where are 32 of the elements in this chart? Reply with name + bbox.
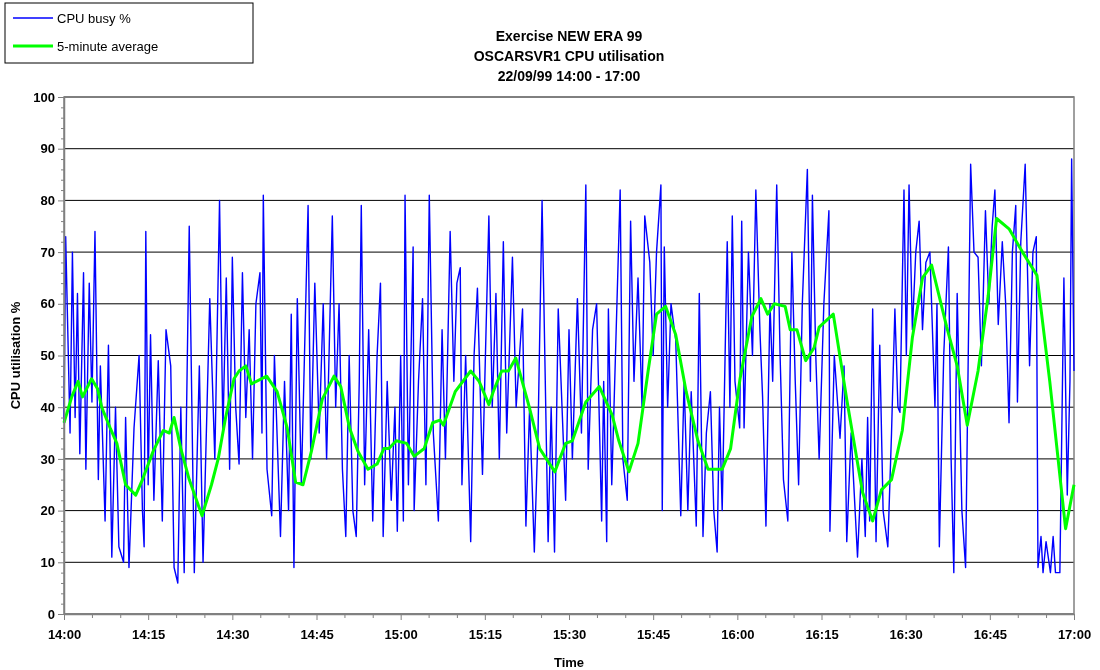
x-tick-label: 14:30 <box>216 626 250 642</box>
line-series <box>63 158 1075 584</box>
y-tick-label: 0 <box>47 606 55 622</box>
x-tick-label: 15:15 <box>468 626 502 642</box>
legend-label: CPU busy % <box>57 11 132 26</box>
x-tick-label: 14:00 <box>47 626 82 642</box>
y-tick-label: 100 <box>33 89 55 105</box>
x-tick-label: 15:30 <box>552 626 587 642</box>
y-tick-label: 40 <box>40 399 55 415</box>
legend-label: 5-minute average <box>57 39 159 54</box>
x-tick-label: 16:00 <box>721 626 755 642</box>
y-tick-label: 30 <box>40 451 55 467</box>
line-series <box>62 217 1076 531</box>
y-tick-label: 90 <box>40 141 55 157</box>
y-tick-label: 60 <box>40 296 55 312</box>
y-tick-label: 20 <box>40 503 55 519</box>
x-axis-title: Time <box>553 655 585 670</box>
x-tick-label: 15:45 <box>637 626 671 642</box>
x-tick-label: 14:15 <box>132 626 166 642</box>
y-axis-title: CPU utilisation % <box>8 301 23 410</box>
x-tick-label: 16:45 <box>973 626 1007 642</box>
x-tick-label: 14:45 <box>300 626 334 642</box>
chart-subtitle: OSCARSVR1 CPU utilisation 22/09/99 14:00 - 17:00 <box>473 48 665 84</box>
x-tick-label: 16:15 <box>805 626 839 642</box>
x-tick-label: 16:30 <box>889 626 923 642</box>
x-tick-label: 17:00 <box>1057 626 1092 642</box>
chart-title: Exercise NEW ERA 99 <box>495 28 643 44</box>
y-tick-label: 70 <box>40 244 55 260</box>
x-tick-label: 15:00 <box>384 626 418 642</box>
y-tick-label: 50 <box>40 348 55 364</box>
y-tick-label: 80 <box>40 193 55 209</box>
y-tick-label: 10 <box>40 554 55 570</box>
